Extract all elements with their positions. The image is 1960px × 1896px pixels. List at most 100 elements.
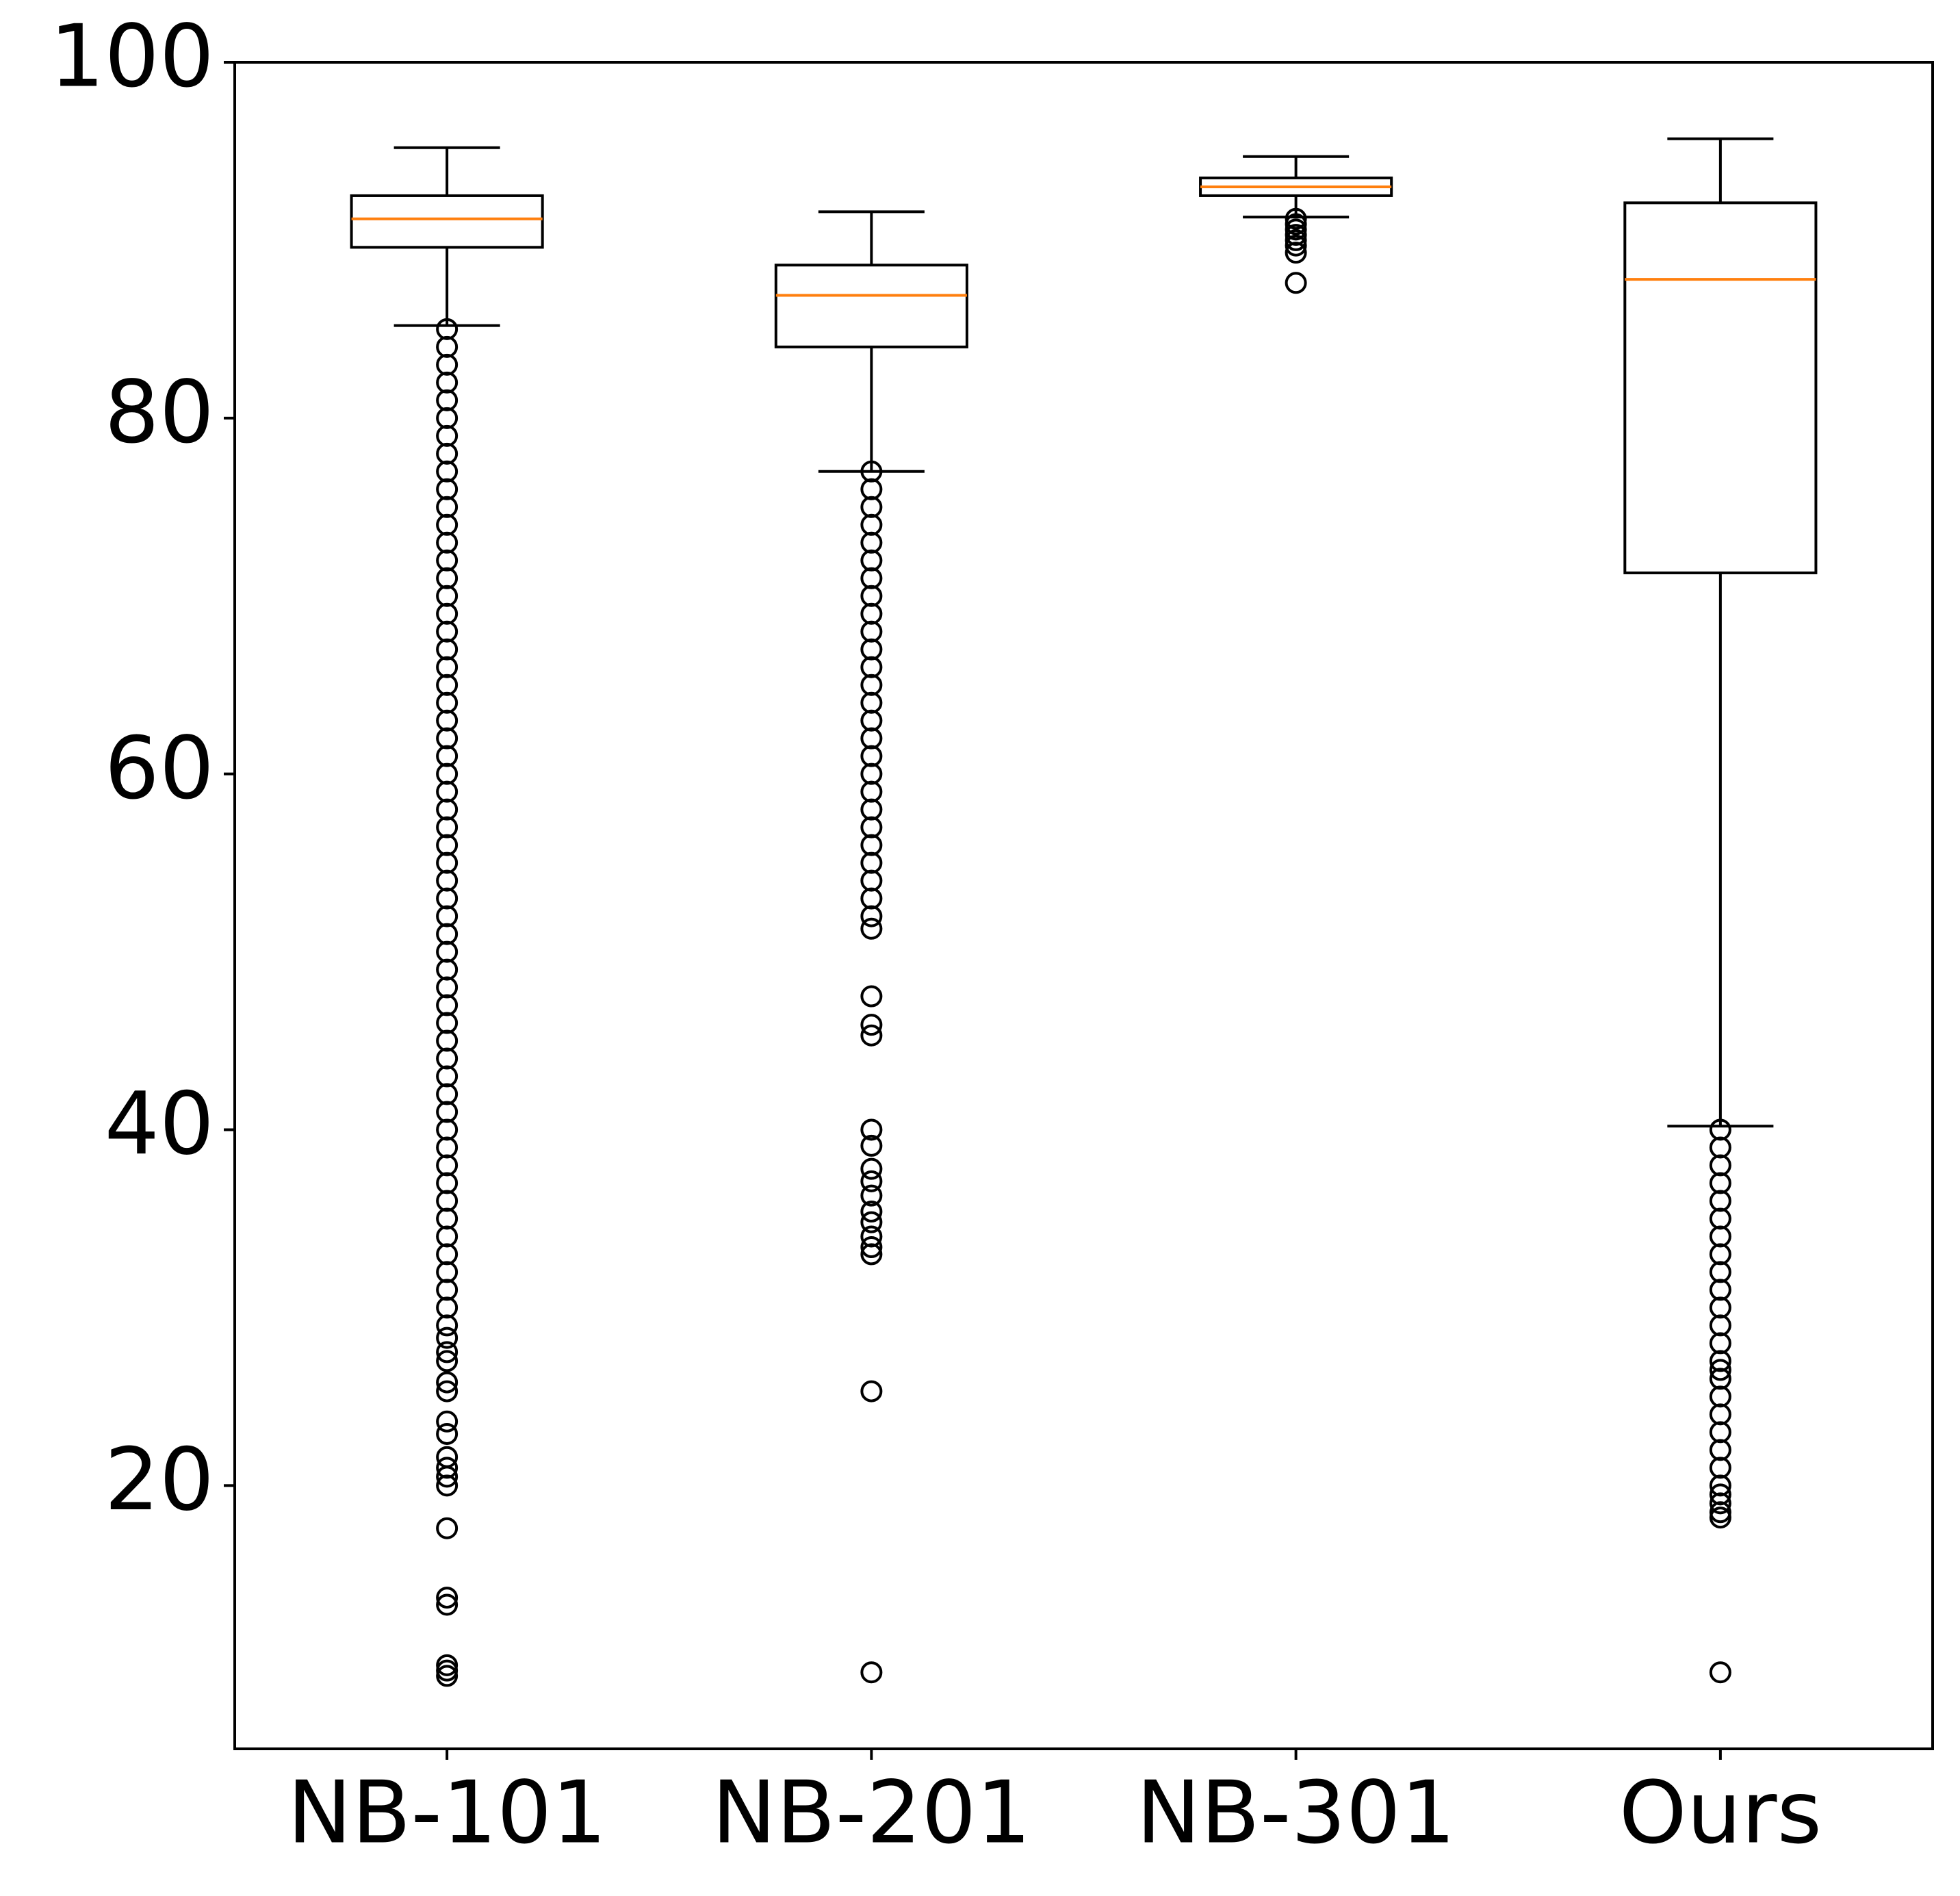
outlier [436,905,459,927]
outlier [860,869,883,892]
y-tick-label: 20 [105,1429,214,1530]
outlier [436,1371,459,1394]
outlier [1709,1172,1731,1194]
y-tick-label: 40 [105,1073,214,1174]
outlier [436,353,459,376]
outlier [436,318,459,340]
outlier [436,745,459,767]
outlier [1709,1332,1731,1355]
outlier [436,1136,459,1159]
outlier [1709,1261,1731,1283]
outlier [860,620,883,643]
outlier [436,478,459,500]
box [350,194,544,249]
outlier [1709,1225,1731,1248]
outlier [860,798,883,821]
outlier [436,424,459,447]
x-tick-label: Ours [1619,1763,1822,1863]
outlier [436,1350,459,1372]
outlier [1285,234,1307,257]
outlier [860,1201,883,1223]
outlier [860,851,883,874]
outlier [1709,1314,1731,1337]
outlier [860,460,883,483]
outlier [860,513,883,536]
outlier [860,1014,883,1036]
outlier [860,763,883,785]
outlier [860,917,883,940]
outlier [436,1517,459,1539]
outlier [1709,1154,1731,1177]
outlier [436,1029,459,1052]
outlier [436,869,459,892]
outlier [436,763,459,785]
outlier [1709,1403,1731,1426]
outlier [436,923,459,945]
y-tick-label: 60 [105,717,214,818]
outlier [436,602,459,625]
outlier [436,1665,459,1687]
outlier [436,1101,459,1123]
outlier [436,1190,459,1212]
outlier [436,460,459,483]
outlier [1709,1243,1731,1266]
x-tick-label: NB-201 [712,1763,1031,1863]
outlier [436,727,459,750]
outlier [1709,1501,1731,1524]
outlier [436,1083,459,1105]
outlier [436,638,459,661]
outlier [436,816,459,838]
outlier [436,1065,459,1088]
outlier [436,1118,459,1141]
outlier [1285,242,1307,264]
outlier [860,1236,883,1259]
outlier [1709,1661,1731,1684]
outlier [436,1474,459,1497]
outlier [436,335,459,358]
outlier [860,1184,883,1207]
outlier [436,549,459,572]
outlier [860,1134,883,1157]
box [1623,201,1818,574]
outlier [436,531,459,554]
outlier [1285,218,1307,241]
outlier [436,940,459,963]
outlier [436,976,459,999]
outlier [860,1170,883,1192]
outlier [436,1154,459,1177]
outlier [436,1410,459,1433]
outlier [1709,1207,1731,1230]
y-tick-label: 80 [105,361,214,462]
outlier [860,887,883,910]
outlier [436,1465,459,1488]
outlier [860,602,883,625]
outlier [436,1261,459,1283]
outlier [1709,1359,1731,1381]
outlier [436,442,459,465]
outlier [436,1341,459,1363]
outlier [436,994,459,1016]
outlier [1709,1483,1731,1506]
plot-frame [233,61,1934,1750]
box [774,264,968,348]
outlier [860,638,883,661]
outlier [860,585,883,607]
outlier [436,834,459,856]
outlier [1709,1118,1731,1141]
outlier [860,656,883,678]
outlier [860,567,883,589]
outlier [860,780,883,803]
outlier [1285,213,1307,235]
outlier [436,1279,459,1301]
outlier [1709,1439,1731,1461]
outlier [1285,224,1307,246]
outlier [1285,229,1307,251]
outlier [1709,1492,1731,1515]
outlier [436,1296,459,1319]
outlier [436,1047,459,1070]
outlier [860,1118,883,1141]
y-tick-label: 100 [50,6,215,107]
outlier [436,1012,459,1034]
outlier [436,1225,459,1248]
